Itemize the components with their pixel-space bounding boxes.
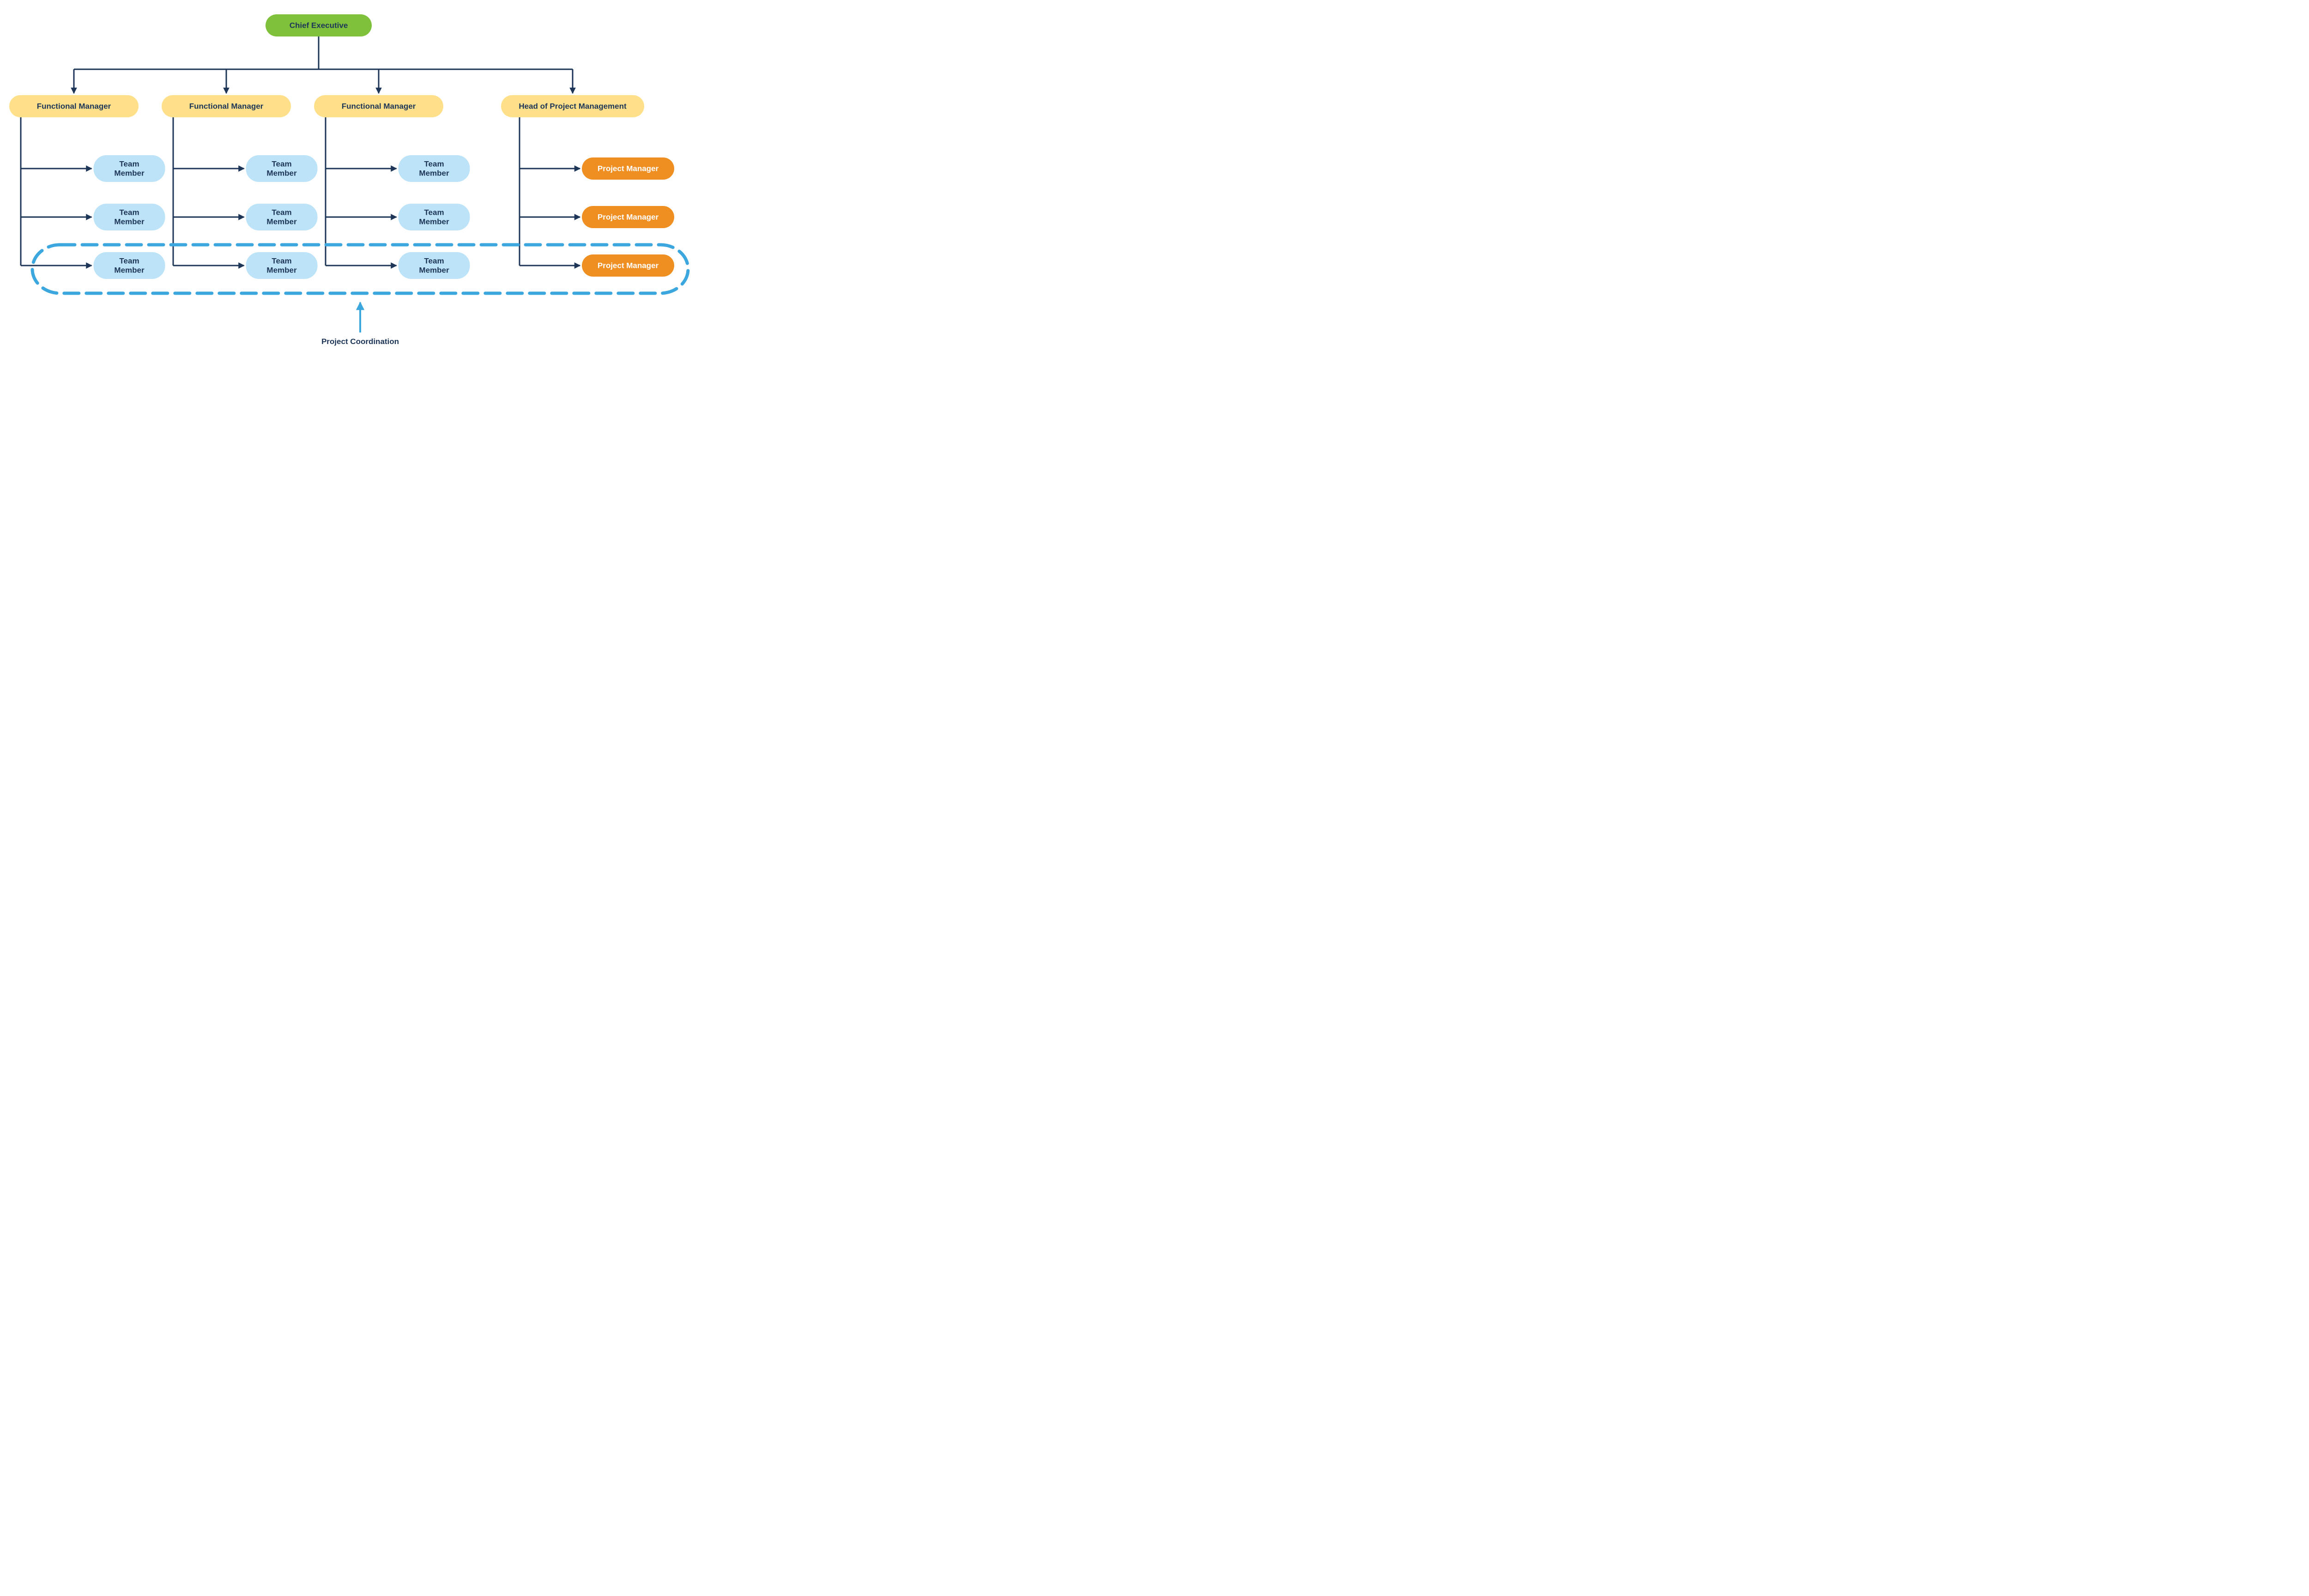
- label-child-0-1-l1: Team: [119, 208, 139, 217]
- label-child-3-0: Project Manager: [598, 164, 659, 173]
- label-child-3-1: Project Manager: [598, 212, 659, 221]
- label-child-1-2-l2: Member: [266, 266, 297, 274]
- label-child-2-2-l1: Team: [424, 256, 444, 265]
- label-child-0-1-l2: Member: [114, 217, 145, 226]
- label-child-0-0-l1: Team: [119, 159, 139, 168]
- label-child-0-2-l2: Member: [114, 266, 145, 274]
- label-child-2-0-l1: Team: [424, 159, 444, 168]
- label-manager-3: Head of Project Management: [519, 102, 627, 110]
- label-child-1-1-l1: Team: [272, 208, 291, 217]
- label-manager-1: Functional Manager: [189, 102, 264, 110]
- label-child-2-1-l1: Team: [424, 208, 444, 217]
- label-child-2-0-l2: Member: [419, 169, 449, 177]
- label-child-1-0-l2: Member: [266, 169, 297, 177]
- label-manager-2: Functional Manager: [342, 102, 416, 110]
- label-child-1-2-l1: Team: [272, 256, 291, 265]
- label-child-0-0-l2: Member: [114, 169, 145, 177]
- label-child-1-1-l2: Member: [266, 217, 297, 226]
- label-child-0-2-l1: Team: [119, 256, 139, 265]
- label-child-2-1-l2: Member: [419, 217, 449, 226]
- footer-label: Project Coordination: [321, 337, 399, 346]
- label-child-1-0-l1: Team: [272, 159, 291, 168]
- label-manager-0: Functional Manager: [37, 102, 111, 110]
- label-child-2-2-l2: Member: [419, 266, 449, 274]
- label-child-3-2: Project Manager: [598, 261, 659, 270]
- label-chief-executive: Chief Executive: [290, 21, 348, 30]
